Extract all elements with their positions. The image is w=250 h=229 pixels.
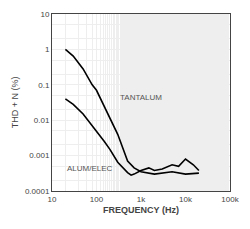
- svg-text:0.001: 0.001: [29, 151, 50, 160]
- svg-text:100: 100: [90, 195, 104, 204]
- svg-text:10: 10: [48, 195, 57, 204]
- svg-text:1k: 1k: [137, 195, 146, 204]
- svg-text:FREQUENCY (Hz): FREQUENCY (Hz): [103, 205, 179, 215]
- svg-text:0.1: 0.1: [38, 81, 50, 90]
- svg-text:0.0001: 0.0001: [25, 187, 50, 196]
- svg-text:0.01: 0.01: [34, 116, 50, 125]
- svg-text:10: 10: [40, 10, 49, 19]
- svg-text:1: 1: [45, 45, 50, 54]
- svg-text:100k: 100k: [221, 195, 239, 204]
- svg-text:TANTALUM: TANTALUM: [120, 93, 162, 102]
- svg-text:10k: 10k: [179, 195, 193, 204]
- svg-text:ALUM/ELEC: ALUM/ELEC: [67, 164, 113, 173]
- svg-text:THD + N (%): THD + N (%): [10, 77, 20, 129]
